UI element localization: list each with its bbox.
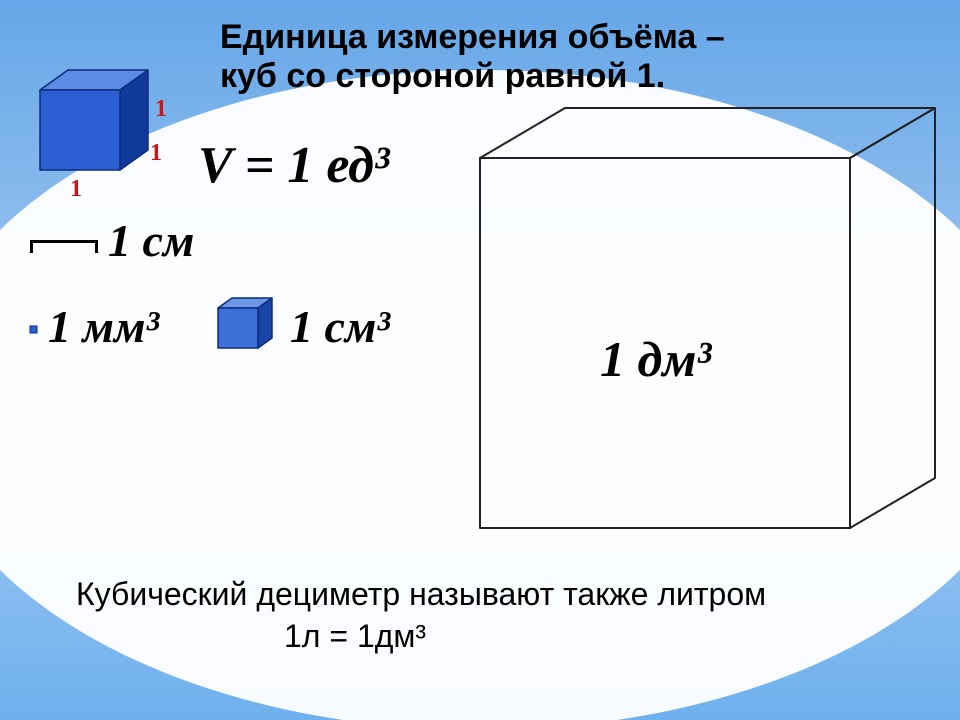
dm-cube-side bbox=[850, 108, 935, 528]
slide-title: Единица измерения объёма – куб со сторон… bbox=[220, 18, 725, 96]
mm-cube bbox=[30, 326, 40, 336]
volume-formula: V = 1 ед³ bbox=[198, 136, 390, 195]
cm-cubed-label: 1 см³ bbox=[290, 300, 390, 353]
dm-cube-outline bbox=[480, 108, 960, 628]
dm-cube-top bbox=[480, 108, 935, 158]
dm-cubed-label: 1 дм³ bbox=[600, 330, 712, 388]
footer-line-2: 1л = 1дм³ bbox=[284, 618, 426, 655]
unit-cube-front-face bbox=[40, 90, 120, 170]
unit-cube-dim-bottom: 1 bbox=[70, 176, 82, 203]
cm-cube-front bbox=[218, 308, 258, 348]
mm-cubed-label: 1 мм³ bbox=[48, 300, 159, 353]
unit-cube-dim-right: 1 bbox=[150, 140, 162, 167]
unit-cube-dim-top: 1 bbox=[155, 96, 167, 123]
footer-line-1: Кубический дециметр называют также литро… bbox=[76, 576, 766, 613]
scale-bar-1cm bbox=[30, 240, 98, 243]
cm-cube bbox=[218, 298, 298, 378]
stage: Единица измерения объёма – куб со сторон… bbox=[0, 0, 960, 720]
scale-bar-label: 1 см bbox=[108, 214, 194, 267]
